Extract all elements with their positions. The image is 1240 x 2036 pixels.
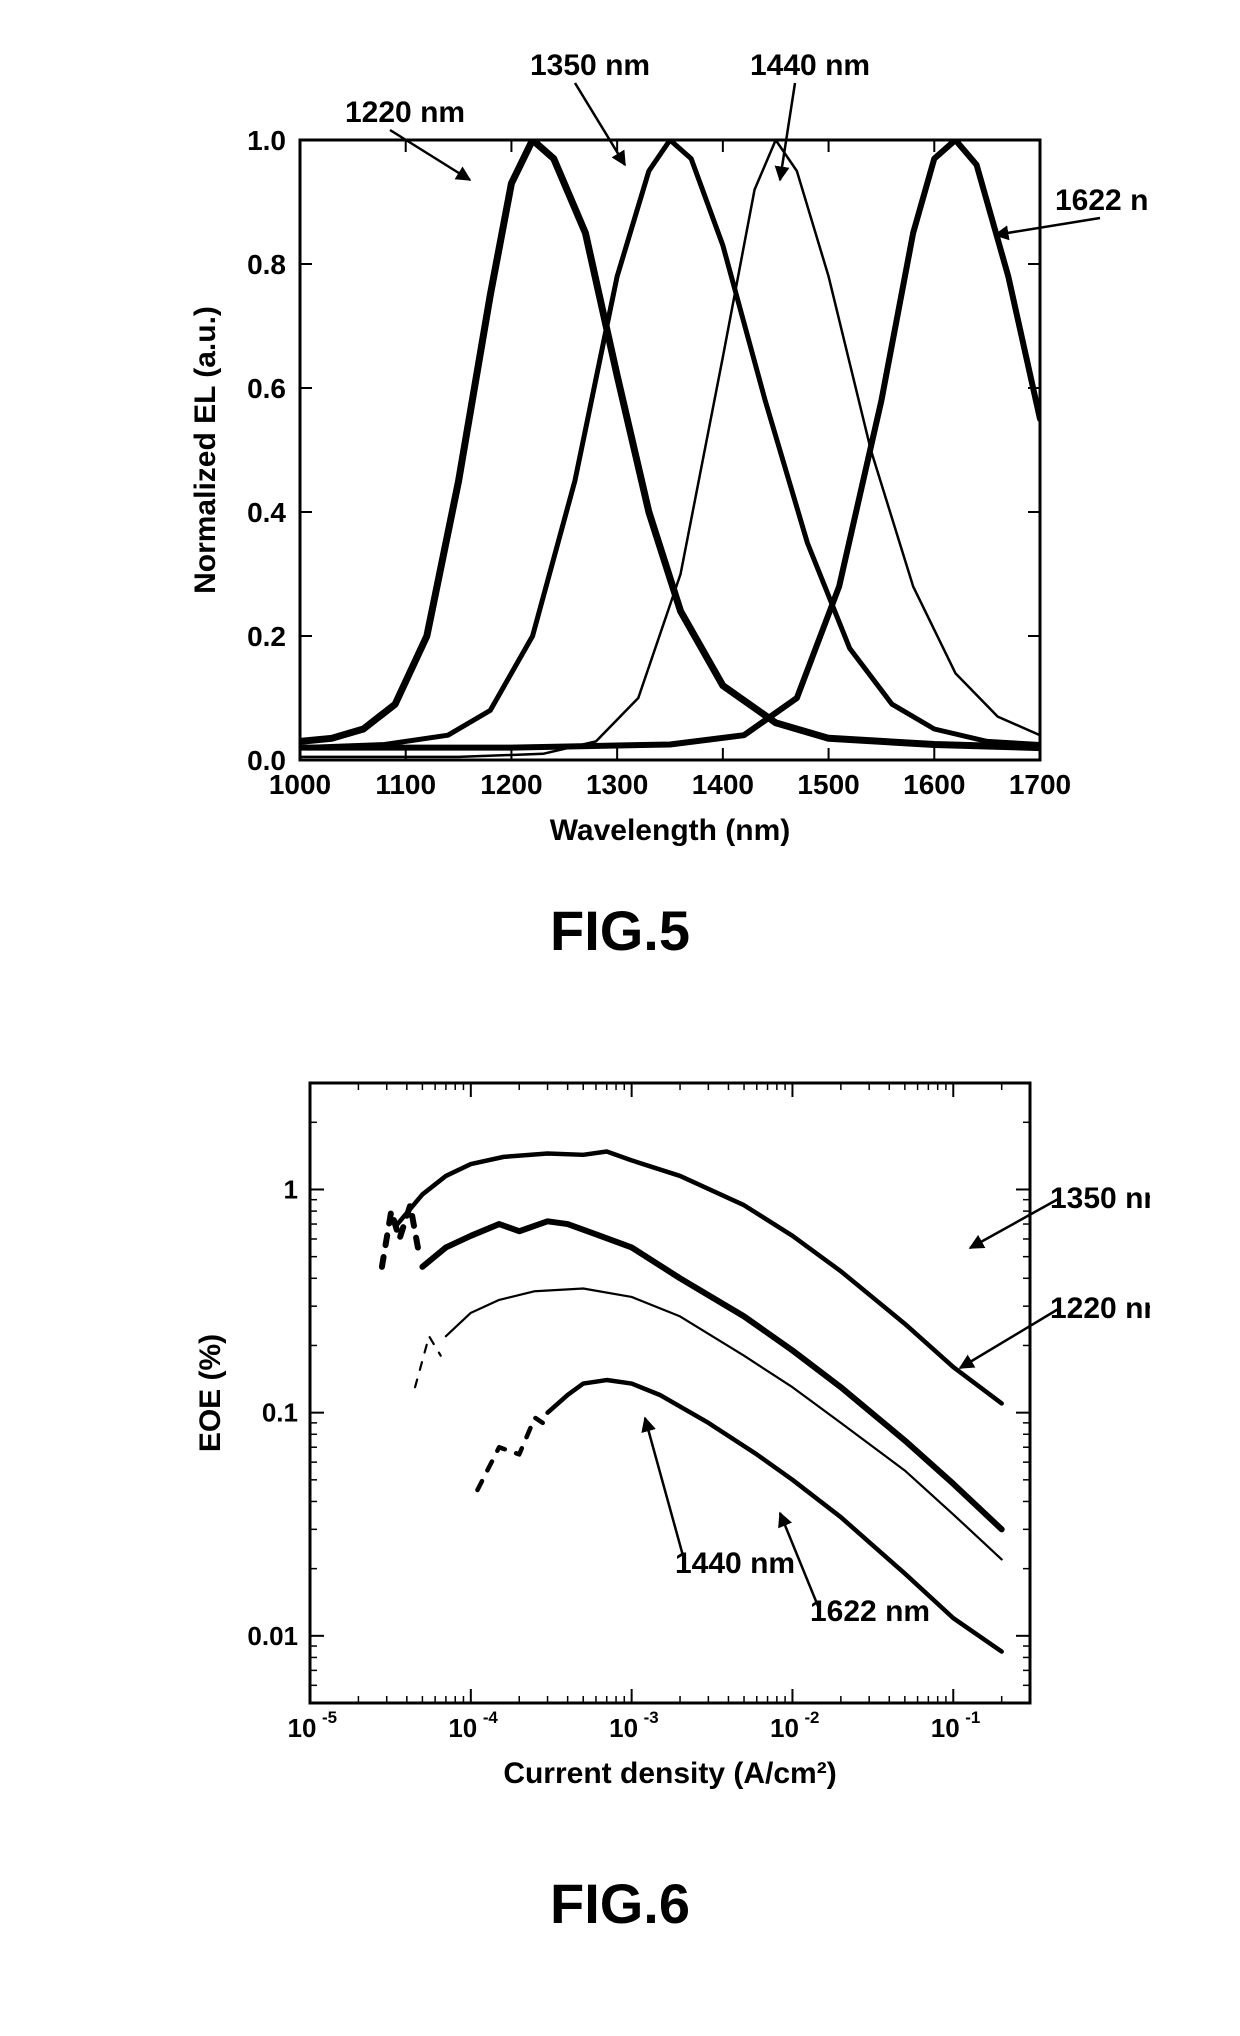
svg-text:-4: -4 bbox=[483, 1708, 499, 1727]
svg-text:-5: -5 bbox=[322, 1708, 337, 1727]
svg-text:1300: 1300 bbox=[586, 769, 648, 800]
svg-text:0.4: 0.4 bbox=[247, 497, 286, 528]
svg-text:10: 10 bbox=[770, 1713, 799, 1743]
svg-text:0.8: 0.8 bbox=[247, 249, 286, 280]
svg-text:1350 nm: 1350 nm bbox=[1050, 1182, 1150, 1215]
fig5-chart: 100011001200130014001500160017000.00.20.… bbox=[90, 20, 1150, 880]
svg-text:10: 10 bbox=[288, 1713, 317, 1743]
svg-text:1500: 1500 bbox=[797, 769, 859, 800]
svg-text:1350 nm: 1350 nm bbox=[530, 49, 650, 82]
svg-text:-1: -1 bbox=[965, 1708, 980, 1727]
svg-text:1: 1 bbox=[284, 1174, 298, 1204]
svg-text:1200: 1200 bbox=[480, 769, 542, 800]
svg-text:1600: 1600 bbox=[903, 769, 965, 800]
svg-text:10: 10 bbox=[931, 1713, 960, 1743]
fig5-caption: FIG.5 bbox=[550, 898, 690, 963]
svg-text:1400: 1400 bbox=[692, 769, 754, 800]
fig6-chart: 10 -5 10 -4 10 -3 10 -2 10 -1 0.01 0.1 1 Current dens… bbox=[90, 1013, 1150, 1853]
svg-text:EOE (%): EOE (%) bbox=[194, 1334, 227, 1452]
svg-text:1440 nm: 1440 nm bbox=[750, 49, 870, 82]
svg-text:-2: -2 bbox=[804, 1708, 819, 1727]
svg-text:Normalized EL (a.u.): Normalized EL (a.u.) bbox=[189, 306, 222, 594]
svg-text:0.1: 0.1 bbox=[262, 1398, 298, 1428]
svg-text:Wavelength (nm): Wavelength (nm) bbox=[550, 814, 791, 847]
svg-text:0.6: 0.6 bbox=[247, 373, 286, 404]
figure-6-block: 10 -5 10 -4 10 -3 10 -2 10 -1 0.01 0.1 1 Current dens… bbox=[0, 1003, 1240, 1976]
svg-text:0.2: 0.2 bbox=[247, 621, 286, 652]
svg-text:1440 nm: 1440 nm bbox=[675, 1547, 795, 1580]
svg-text:1.0: 1.0 bbox=[247, 125, 286, 156]
svg-text:1700: 1700 bbox=[1009, 769, 1071, 800]
fig6-caption: FIG.6 bbox=[550, 1871, 690, 1936]
svg-text:10: 10 bbox=[448, 1713, 477, 1743]
svg-text:0.01: 0.01 bbox=[247, 1621, 298, 1651]
figure-5-block: 100011001200130014001500160017000.00.20.… bbox=[0, 0, 1240, 1003]
svg-text:1622 nm: 1622 nm bbox=[1055, 184, 1150, 217]
svg-text:1220 nm: 1220 nm bbox=[1050, 1292, 1150, 1325]
svg-text:1622 nm: 1622 nm bbox=[810, 1595, 930, 1628]
svg-text:0.0: 0.0 bbox=[247, 745, 286, 776]
svg-text:Current density (A/cm²): Current density (A/cm²) bbox=[503, 1757, 836, 1790]
svg-text:1220 nm: 1220 nm bbox=[345, 96, 465, 129]
svg-text:10: 10 bbox=[609, 1713, 638, 1743]
svg-text:-3: -3 bbox=[644, 1708, 659, 1727]
page: 100011001200130014001500160017000.00.20.… bbox=[0, 0, 1240, 1976]
svg-text:1100: 1100 bbox=[375, 769, 436, 800]
